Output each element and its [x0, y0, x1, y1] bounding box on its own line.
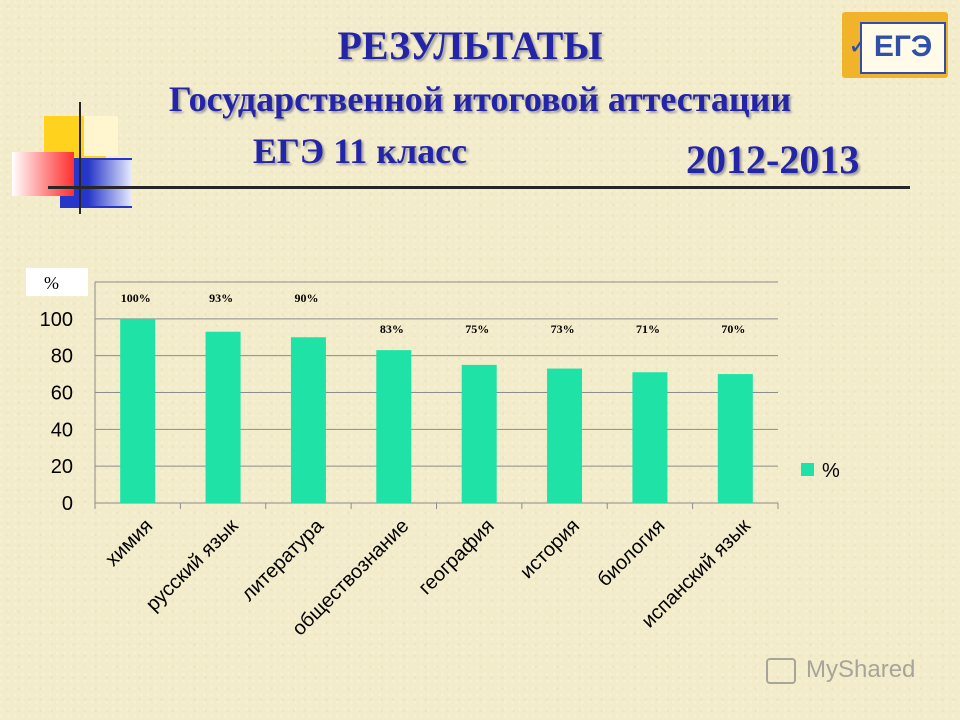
- data-labels: 100% 93% 90% 83% 75% 73% 71% 70%: [121, 291, 746, 336]
- y-tick-label: 80: [51, 346, 73, 368]
- watermark-icon: [766, 658, 796, 684]
- bar: [547, 368, 583, 503]
- bar: [376, 350, 412, 503]
- y-tick-label: 20: [51, 456, 73, 478]
- blue-fade: [88, 160, 132, 206]
- year-label: 2012-2013: [686, 137, 860, 182]
- logo-text: ЕГЭ: [860, 22, 946, 74]
- divider-vertical: [79, 102, 81, 214]
- category-label: биология: [593, 515, 669, 591]
- data-label: 75%: [465, 322, 489, 336]
- title-line-2: Государственной итоговой аттестации: [168, 79, 792, 119]
- data-label: 100%: [121, 291, 151, 305]
- y-tick-label: 0: [62, 493, 73, 515]
- y-tick-labels: 0 20 40 60 80 100: [40, 309, 73, 515]
- data-label: 93%: [209, 291, 233, 305]
- data-label: 90%: [294, 291, 318, 305]
- data-label: 70%: [721, 322, 745, 336]
- legend: %: [801, 460, 840, 482]
- bar: [290, 337, 326, 503]
- category-label: география: [415, 515, 499, 599]
- bar: [120, 318, 156, 503]
- title-line-3: ЕГЭ 11 класс: [252, 131, 468, 171]
- y-tick-label: 40: [51, 419, 73, 441]
- bar: [632, 372, 668, 503]
- y-tick-label: 60: [51, 383, 73, 405]
- unit-box: %: [26, 268, 88, 296]
- data-label: 83%: [380, 322, 404, 336]
- legend-label: %: [822, 460, 840, 482]
- axes: [94, 282, 779, 509]
- category-label: история: [516, 515, 584, 583]
- category-label: химия: [101, 515, 157, 571]
- unit-box-bg: [26, 268, 88, 296]
- bar: [205, 331, 241, 503]
- bar: [717, 374, 753, 503]
- category-label: литература: [237, 514, 328, 605]
- data-label: 73%: [551, 322, 575, 336]
- light-square: [84, 116, 118, 156]
- grid: [95, 281, 778, 467]
- divider-horizontal: [48, 186, 910, 189]
- title-line-1: РЕЗУЛЬТАТЫ: [337, 23, 603, 68]
- watermark-text: MyShared: [806, 656, 916, 683]
- bars: [120, 318, 753, 503]
- data-label: 71%: [636, 322, 660, 336]
- legend-swatch: [801, 463, 814, 476]
- y-tick-label: 100: [40, 309, 73, 331]
- unit-label: %: [44, 273, 59, 293]
- category-label: русский язык: [142, 515, 243, 616]
- bar: [461, 364, 497, 503]
- ege-logo: ✓ ЕГЭ: [842, 12, 948, 78]
